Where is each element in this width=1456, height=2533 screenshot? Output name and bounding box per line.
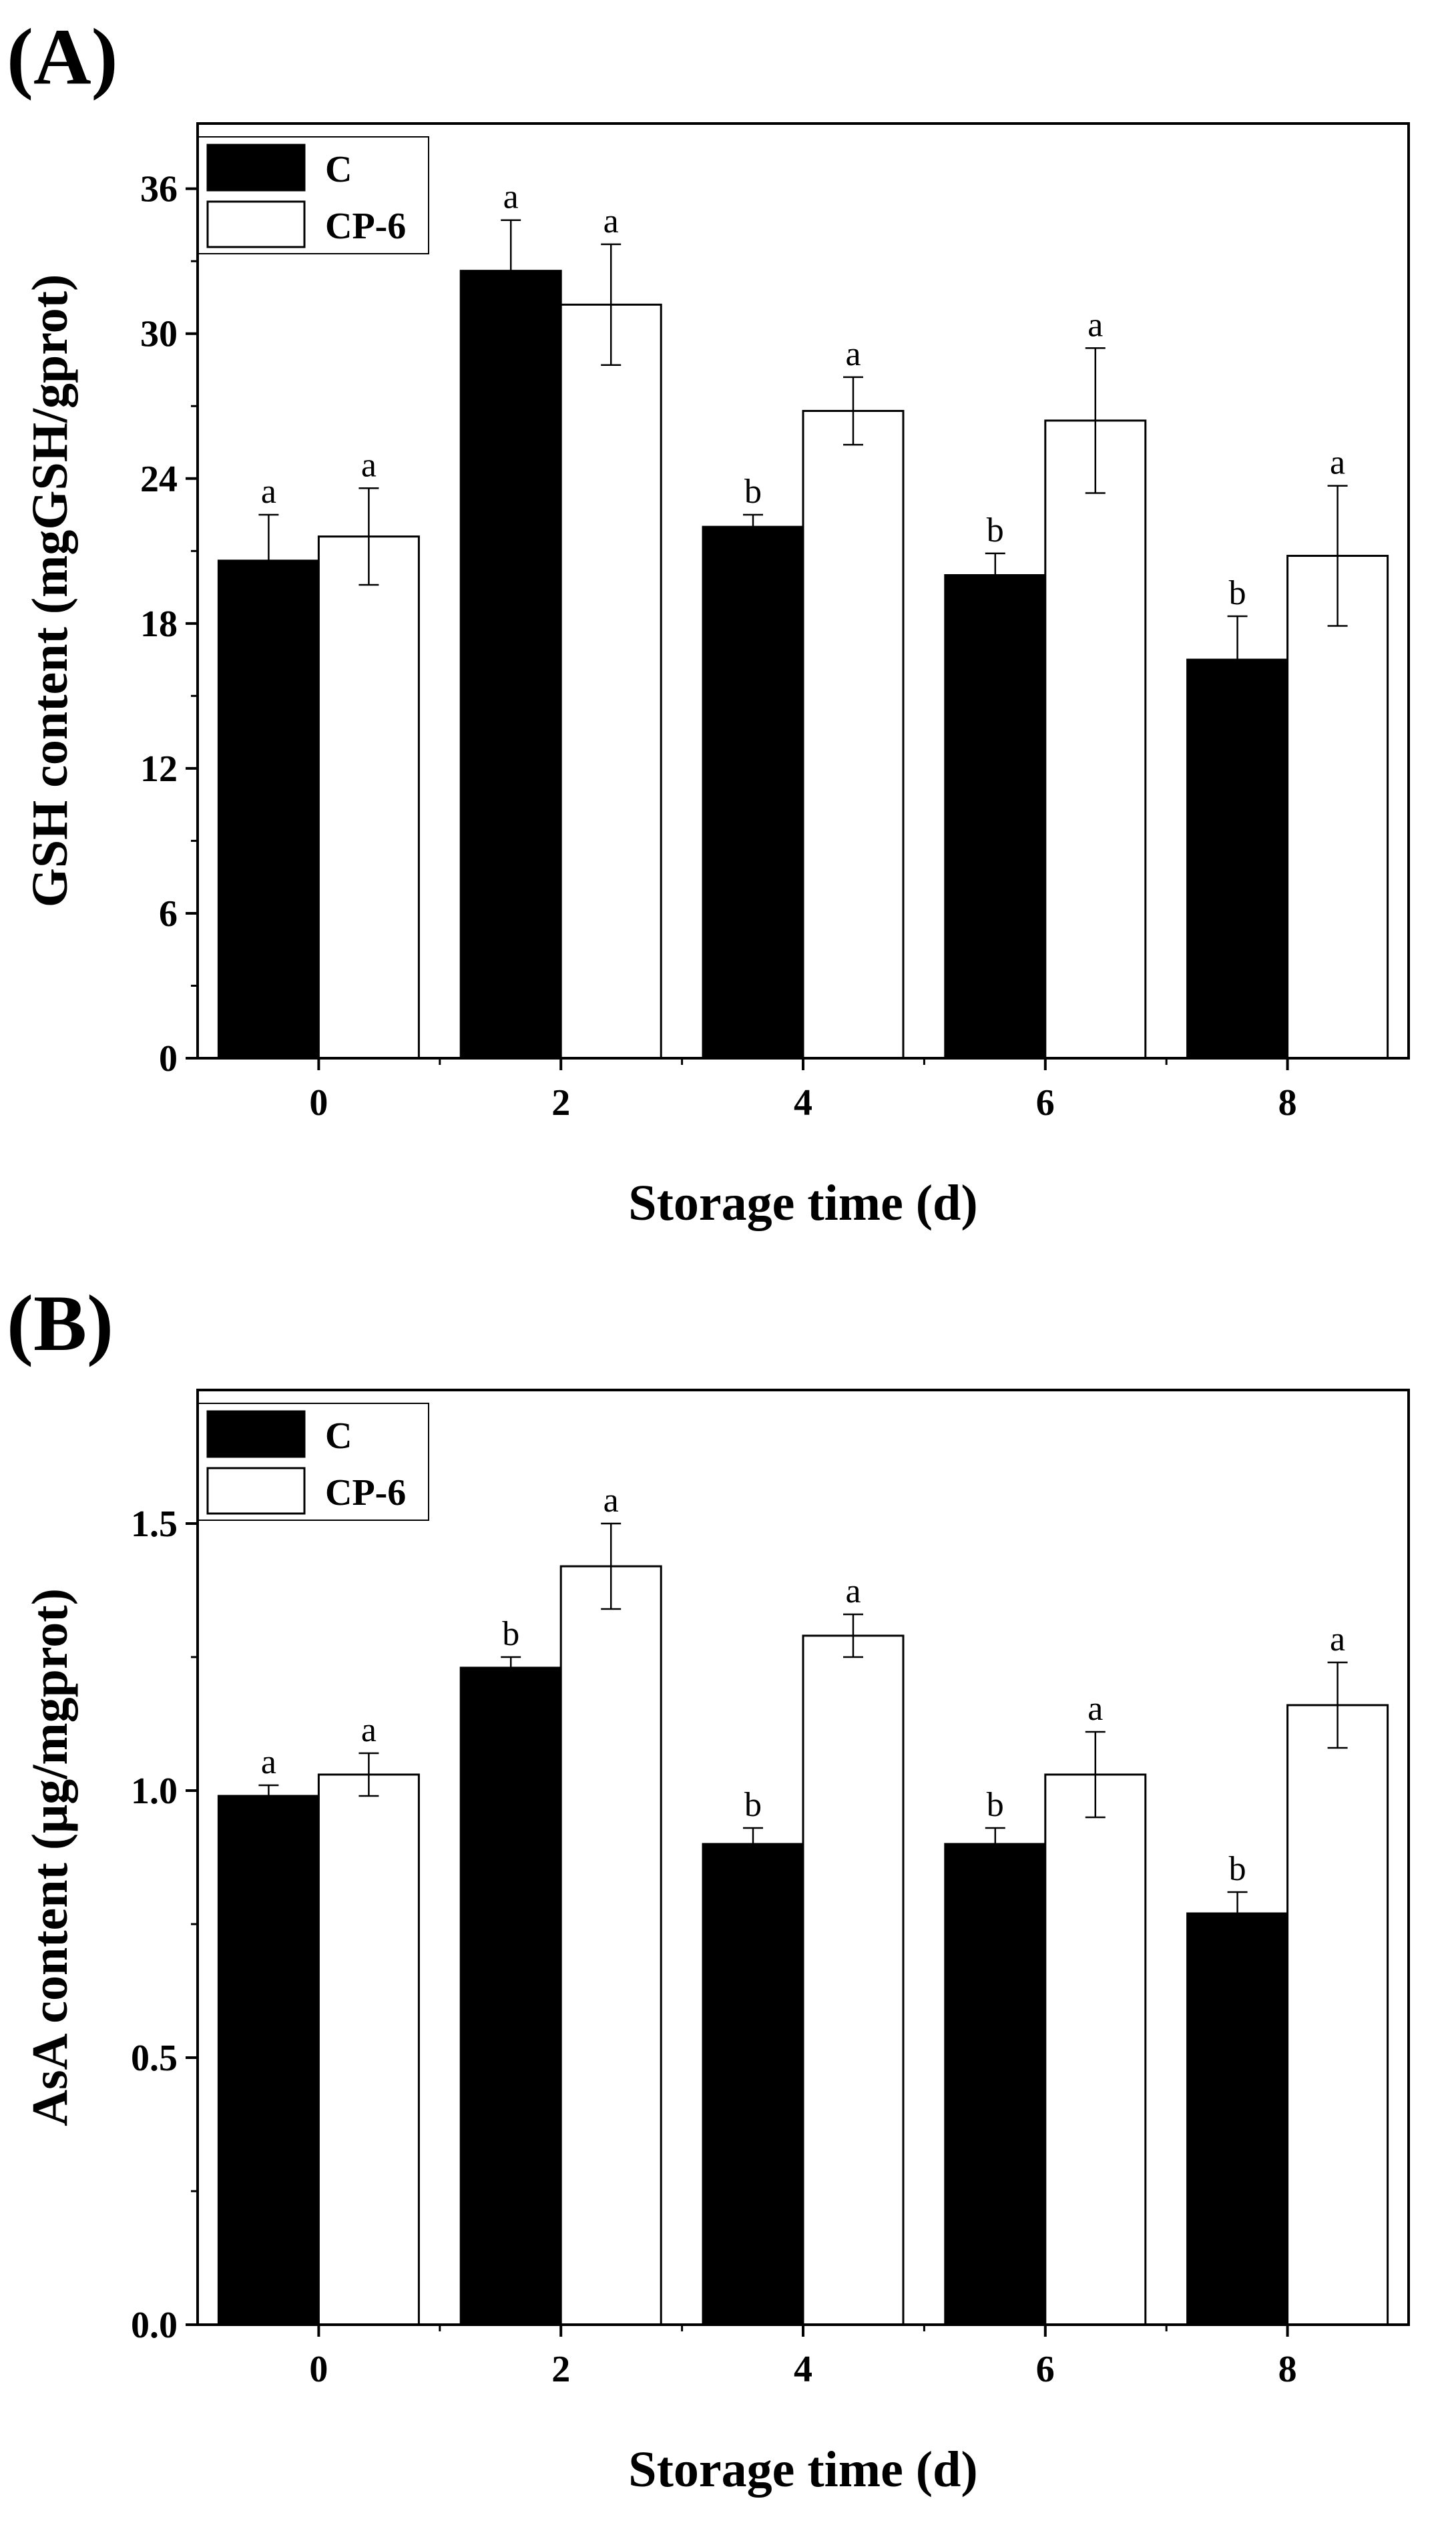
panel-a: (A) a a b b b a a a a a 0 6 12 18 24 30 36 0 2 4 6 8 Storage ti… <box>0 0 1456 1266</box>
gsh-y-tick-label-6: 36 <box>140 169 178 210</box>
gsh-legend-swatch-cp6 <box>206 200 306 248</box>
asa-bar-cp6-day8 <box>1286 1704 1389 2326</box>
asa-y-tick-label-1: 0.5 <box>131 2038 178 2079</box>
gsh-x-tick-label-2: 4 <box>794 1082 812 1124</box>
gsh-bar-cp6-day4 <box>802 409 905 1060</box>
panel-b: (B) a b b b b a a a a a 0.0 0.5 1.0 1.5 0 2 4 6 8 Storage ti… <box>0 1266 1456 2533</box>
asa-significance-label-0-0: a <box>261 1743 276 1781</box>
gsh-bar-c-day8 <box>1186 658 1289 1060</box>
asa-legend-swatch-cp6 <box>206 1467 306 1515</box>
gsh-significance-label-1-1: a <box>603 202 619 240</box>
gsh-bar-cp6-day8 <box>1286 555 1389 1060</box>
gsh-significance-label-1-0: a <box>361 446 377 484</box>
gsh-bar-c-day0 <box>217 559 320 1060</box>
asa-bar-cp6-day2 <box>559 1565 662 2326</box>
asa-significance-label-0-4: b <box>1229 1850 1246 1888</box>
asa-bar-c-day2 <box>459 1666 562 2326</box>
gsh-legend-label-c: C <box>325 149 352 190</box>
asa-x-tick-label-0: 0 <box>309 2349 328 2390</box>
asa-significance-label-1-4: a <box>1330 1620 1345 1658</box>
gsh-significance-label-0-1: a <box>503 178 519 216</box>
gsh-x-tick-label-1: 2 <box>551 1082 570 1124</box>
gsh-significance-label-1-2: a <box>845 335 861 373</box>
asa-legend-label-c: C <box>325 1415 352 1457</box>
asa-y-tick-label-3: 1.5 <box>131 1504 178 1545</box>
asa-bar-cp6-day4 <box>802 1634 905 2326</box>
asa-significance-label-1-0: a <box>361 1711 377 1749</box>
asa-x-tick-label-2: 4 <box>794 2349 812 2390</box>
asa-x-tick-label-4: 8 <box>1278 2349 1297 2390</box>
asa-significance-label-0-3: b <box>987 1786 1004 1824</box>
asa-legend-swatch-c <box>206 1410 306 1458</box>
gsh-bar-c-day6 <box>944 573 1047 1060</box>
gsh-x-tick-label-3: 6 <box>1036 1082 1055 1124</box>
asa-x-tick-label-3: 6 <box>1036 2349 1055 2390</box>
gsh-y-tick-label-0: 0 <box>159 1038 178 1080</box>
gsh-bar-cp6-day2 <box>559 303 662 1060</box>
asa-significance-label-1-3: a <box>1087 1690 1103 1728</box>
gsh-x-axis-title: Storage time (d) <box>628 1175 977 1231</box>
gsh-panel-label: (A) <box>7 12 118 101</box>
asa-bar-c-day8 <box>1186 1912 1289 2326</box>
gsh-bar-c-day2 <box>459 270 562 1060</box>
asa-x-axis-title: Storage time (d) <box>628 2442 977 2498</box>
asa-significance-label-1-1: a <box>603 1481 619 1520</box>
asa-panel-label: (B) <box>7 1279 113 1367</box>
gsh-legend-swatch-c <box>206 144 306 192</box>
asa-legend-label-cp6: CP-6 <box>325 1472 406 1514</box>
asa-bar-c-day6 <box>944 1843 1047 2326</box>
asa-significance-label-0-2: b <box>744 1786 762 1824</box>
gsh-y-tick-label-4: 24 <box>140 459 178 500</box>
gsh-y-tick-label-3: 18 <box>140 604 178 645</box>
gsh-significance-label-0-2: b <box>744 473 762 511</box>
asa-chart: (B) a b b b b a a a a a 0.0 0.5 1.0 1.5 0 2 4 6 8 Storage ti… <box>7 1279 1410 2498</box>
gsh-x-tick-label-4: 8 <box>1278 1082 1297 1124</box>
asa-y-tick-label-0: 0.0 <box>131 2305 178 2346</box>
asa-bar-cp6-day0 <box>317 1773 420 2326</box>
asa-y-tick-label-2: 1.0 <box>131 1771 178 1812</box>
gsh-bar-c-day4 <box>702 525 804 1060</box>
gsh-bar-cp6-day0 <box>317 535 420 1060</box>
asa-significance-label-1-2: a <box>845 1572 861 1610</box>
asa-bar-c-day4 <box>702 1843 804 2326</box>
asa-bar-cp6-day6 <box>1044 1773 1147 2326</box>
gsh-significance-label-0-3: b <box>987 511 1004 549</box>
gsh-y-axis-title: GSH content (mgGSH/gprot) <box>22 274 78 908</box>
gsh-y-tick-label-1: 6 <box>159 893 178 935</box>
gsh-x-tick-label-0: 0 <box>309 1082 328 1124</box>
gsh-significance-label-0-0: a <box>261 473 276 511</box>
gsh-significance-label-0-4: b <box>1229 574 1246 612</box>
gsh-y-tick-label-2: 12 <box>140 748 178 790</box>
asa-y-axis-title: AsA content (μg/mgprot) <box>22 1588 78 2126</box>
gsh-significance-label-1-3: a <box>1087 306 1103 344</box>
gsh-y-tick-label-5: 30 <box>140 314 178 355</box>
gsh-significance-label-1-4: a <box>1330 444 1345 482</box>
gsh-legend-label-cp6: CP-6 <box>325 206 406 247</box>
gsh-bar-cp6-day6 <box>1044 419 1147 1060</box>
asa-significance-label-0-1: b <box>502 1615 519 1653</box>
asa-x-tick-label-1: 2 <box>551 2349 570 2390</box>
asa-bar-c-day0 <box>217 1795 320 2326</box>
